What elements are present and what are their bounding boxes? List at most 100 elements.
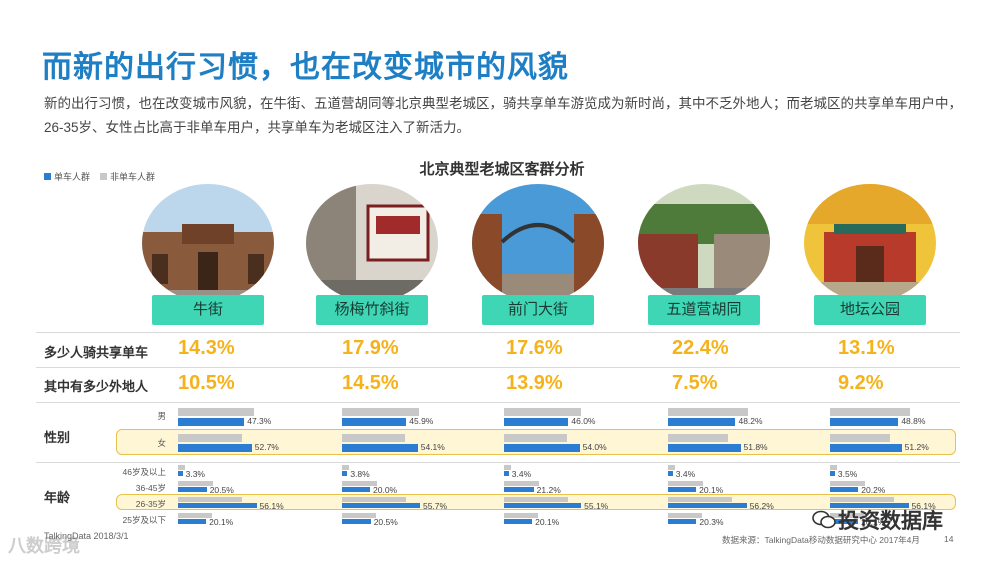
bar-cyclist xyxy=(342,519,371,524)
sub-label-female: 女 xyxy=(157,438,166,448)
metric-value: 14.3% xyxy=(178,337,235,359)
metric-value: 7.5% xyxy=(672,372,718,394)
bar-value-label: 20.1% xyxy=(699,485,724,495)
bar-value-label: 20.2% xyxy=(861,485,886,495)
bar-value-label: 52.7% xyxy=(254,442,279,452)
page-number: 14 xyxy=(944,534,954,544)
metric-value: 10.5% xyxy=(178,372,235,394)
sub-label-male: 男 xyxy=(157,411,166,421)
bar-non-cyclist xyxy=(668,513,702,518)
bar-value-label: 55.1% xyxy=(584,501,609,511)
bar-value-label: 45.9% xyxy=(409,416,434,426)
bar-value-label: 56.1% xyxy=(911,501,936,511)
divider xyxy=(36,332,960,333)
bar-value-label: 56.2% xyxy=(749,501,774,511)
location-label-wudaoying: 五道营胡同 xyxy=(648,295,760,325)
bar-non-cyclist xyxy=(342,434,405,442)
metric-value: 9.2% xyxy=(838,372,884,394)
bar-cyclist xyxy=(342,487,370,492)
bar-cyclist xyxy=(668,418,736,426)
bar-value-label: 51.8% xyxy=(743,442,768,452)
page-description: 新的出行习惯，也在改变城市风貌，在牛街、五道营胡同等北京典型老城区，骑共享单车游… xyxy=(44,96,962,135)
bar-cyclist xyxy=(504,519,533,524)
location-label-qianmen: 前门大街 xyxy=(482,295,594,325)
bar-non-cyclist xyxy=(504,408,581,416)
bar-value-label: 20.3% xyxy=(699,517,724,527)
location-label-yangmeizhu: 杨梅竹斜街 xyxy=(316,295,428,325)
bar-cyclist xyxy=(830,487,859,492)
bar-non-cyclist xyxy=(342,497,407,502)
bar-non-cyclist xyxy=(342,465,349,470)
bar-value-label: 47.3% xyxy=(247,416,272,426)
photo-qianmen xyxy=(472,184,604,302)
bar-non-cyclist xyxy=(668,481,703,486)
bar-cyclist xyxy=(830,471,835,476)
sub-label-age: 25岁及以下 xyxy=(122,515,166,525)
photo-ditan xyxy=(804,184,936,302)
photo-niujie xyxy=(142,184,274,302)
bar-non-cyclist xyxy=(342,481,377,486)
bar-cyclist xyxy=(342,503,420,508)
bar-cyclist xyxy=(830,418,899,426)
metric-value: 17.6% xyxy=(506,337,563,359)
bar-non-cyclist xyxy=(668,465,675,470)
photo-yangmeizhu xyxy=(306,184,438,302)
bar-value-label: 20.5% xyxy=(209,485,234,495)
footer-brand-date: TalkingData 2018/3/1 xyxy=(44,531,129,541)
bar-non-cyclist xyxy=(830,408,910,416)
bar-cyclist xyxy=(504,487,534,492)
bar-cyclist xyxy=(504,418,569,426)
bar-non-cyclist xyxy=(504,513,538,518)
bar-non-cyclist xyxy=(668,497,733,502)
bar-value-label: 56.1% xyxy=(259,501,284,511)
bar-cyclist xyxy=(668,444,741,452)
legend-item-cyclists: 单车人群 xyxy=(44,170,90,183)
bar-value-label: 20.0% xyxy=(373,485,398,495)
bar-cyclist xyxy=(830,444,902,452)
legend-label: 非单车人群 xyxy=(110,172,156,182)
bar-value-label: 48.2% xyxy=(738,416,763,426)
divider xyxy=(36,462,960,463)
chart-title: 北京典型老城区客群分析 xyxy=(419,161,585,178)
bar-value-label: 46.0% xyxy=(571,416,596,426)
metric-value: 17.9% xyxy=(342,337,399,359)
bar-non-cyclist xyxy=(504,465,511,470)
bar-non-cyclist xyxy=(668,434,729,442)
metric-label-ride-share: 多少人骑共享单车 xyxy=(44,345,149,360)
sub-label-age: 46岁及以上 xyxy=(122,467,166,477)
bar-cyclist xyxy=(178,487,207,492)
bar-non-cyclist xyxy=(178,481,213,486)
bar-cyclist xyxy=(178,471,183,476)
sub-label-age: 36-45岁 xyxy=(135,483,166,493)
bar-cyclist xyxy=(504,471,509,476)
bar-value-label: 48.8% xyxy=(901,416,926,426)
bar-non-cyclist xyxy=(830,497,895,502)
bar-cyclist xyxy=(342,418,407,426)
bar-value-label: 55.7% xyxy=(422,501,448,511)
bar-cyclist xyxy=(342,471,348,476)
photo-wudaoying xyxy=(638,184,770,302)
bar-non-cyclist xyxy=(830,465,837,470)
bar-cyclist xyxy=(504,503,582,508)
divider xyxy=(36,402,960,403)
bar-value-label: 20.5% xyxy=(373,517,398,527)
metric-value: 22.4% xyxy=(672,337,729,359)
location-label-niujie: 牛街 xyxy=(152,295,264,325)
bar-non-cyclist xyxy=(830,434,891,442)
bar-cyclist xyxy=(830,503,909,508)
bar-value-label: 54.1% xyxy=(420,442,445,452)
bar-cyclist xyxy=(504,444,580,452)
bar-value-label: 20.1% xyxy=(209,517,234,527)
bar-cyclist xyxy=(668,519,697,524)
bar-cyclist xyxy=(342,444,418,452)
bar-value-label: 3.4% xyxy=(511,469,532,479)
bar-value-label: 3.3% xyxy=(185,469,205,479)
page-title: 而新的出行习惯，也在改变城市的风貌 xyxy=(42,51,569,84)
bar-value-label: 3.8% xyxy=(350,469,370,479)
bar-cyclist xyxy=(830,519,859,524)
bar-non-cyclist xyxy=(504,434,567,442)
bar-non-cyclist xyxy=(830,513,864,518)
bar-value-label: 20.1% xyxy=(535,517,560,527)
group-label-age: 年龄 xyxy=(44,490,71,505)
bar-cyclist xyxy=(178,519,207,524)
